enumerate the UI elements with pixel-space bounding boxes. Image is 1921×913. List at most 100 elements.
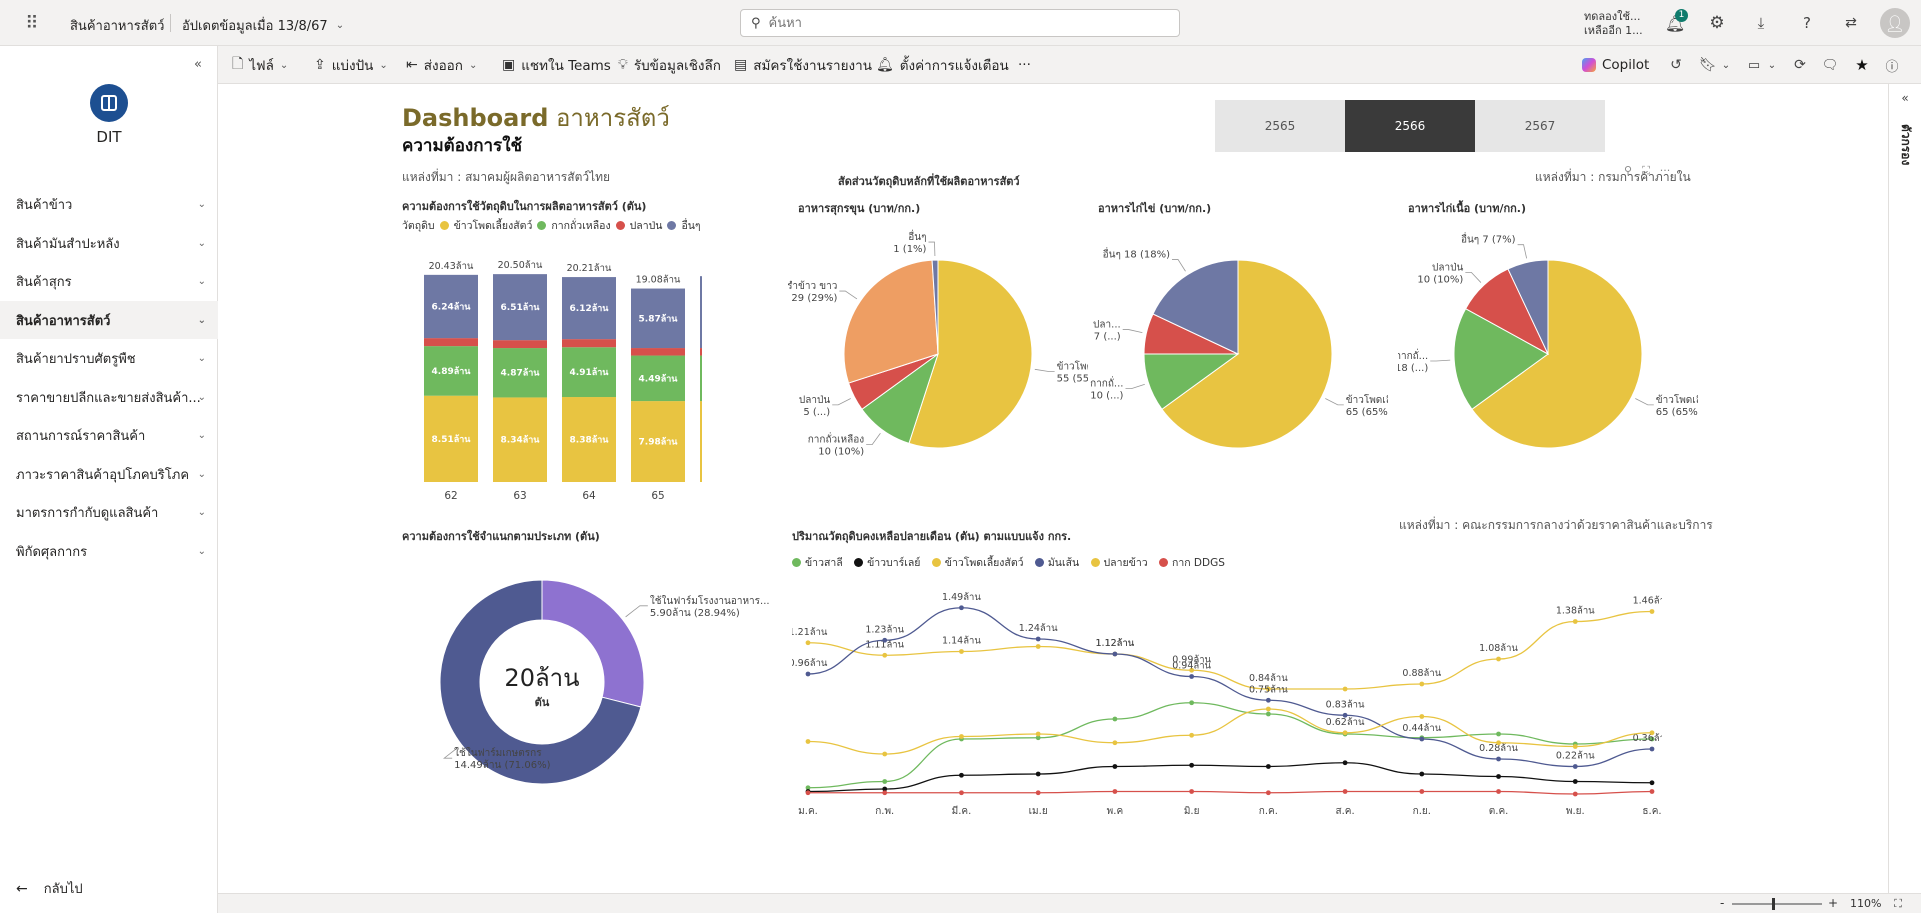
data-point [1189, 667, 1195, 673]
data-label: 1.14ล้าน [942, 636, 981, 647]
refresh-icon[interactable]: ⟳ [1794, 57, 1806, 73]
favorite-star-icon[interactable]: ★ [1855, 56, 1869, 74]
filter-icon[interactable]: ⚲ [1624, 164, 1633, 177]
legend-dot-soy [537, 221, 547, 230]
chevron-down-icon: ⌄ [379, 59, 388, 71]
focus-icon[interactable]: ⛶ [1642, 164, 1650, 177]
search-box[interactable]: ⚲ [740, 9, 1180, 37]
data-point [882, 637, 888, 643]
zoom-out-button[interactable]: - [1720, 896, 1725, 910]
pie-chart-broiler-feed[interactable]: ข้าวโพดเลี้ยงสัตว์65 (65%) กากถั่...18 (.… [1398, 224, 1698, 484]
undo-icon[interactable]: ↺ [1670, 57, 1682, 73]
data-point [882, 779, 888, 784]
sidebar-item-regulation[interactable]: มาตรการกำกับดูแลสินค้า ⌄ [0, 493, 218, 531]
fit-page-icon[interactable]: ⛶ [1894, 897, 1902, 910]
year-2566-button[interactable]: 2566 [1345, 100, 1475, 152]
leader-line [832, 398, 851, 406]
sidebar-item-pesticide[interactable]: สินค้ายาปราบศัตรูพืช ⌄ [0, 339, 218, 377]
info-icon[interactable]: ⓘ [1885, 59, 1899, 75]
comment-icon[interactable]: 🗨︎ [1821, 57, 1839, 73]
chevron-down-icon: ⌄ [197, 314, 206, 326]
zoom-in-button[interactable]: + [1828, 896, 1839, 910]
chevron-down-icon[interactable]: ⌄ [1721, 59, 1731, 71]
donut-chart-usage[interactable]: ใช้ในฟาร์มโรงงานอาหาร...5.90ล้าน (28.94%… [402, 554, 822, 814]
chevron-down-icon[interactable]: ⌄ [1767, 59, 1777, 71]
source-label-1: แหล่งที่มา : สมาคมผู้ผลิตอาหารสัตว์ไทย [402, 170, 611, 184]
data-label: 1.12ล้าน [1096, 638, 1135, 649]
update-dropdown[interactable]: อัปเดตข้อมูลเมื่อ 13/8/67 ⌄ [182, 15, 344, 36]
help-icon[interactable]: ? [1803, 14, 1811, 32]
filter-pane[interactable]: « ตัวกรอง [1888, 84, 1921, 893]
sidebar-item-rice[interactable]: สินค้าข้าว ⌄ [0, 185, 218, 223]
insights-button[interactable]: 💡︎ รับข้อมูลเชิงลึก [618, 46, 721, 84]
pie-slice [843, 259, 939, 384]
sidebar-item-swine[interactable]: สินค้าสุกร ⌄ [0, 262, 218, 300]
bookmark-icon[interactable]: 🔖︎ [1699, 57, 1717, 73]
settings-gear-icon[interactable]: ⚙ [1709, 13, 1725, 33]
trial-line-2: เหลืออีก 1... [1584, 24, 1643, 37]
stacked-bar-chart[interactable]: 8.51ล้าน 4.89ล้าน 6.24ล้าน 20.43ล้าน 62 8.34ล… [402, 234, 702, 504]
bar-segment [424, 338, 478, 347]
bell-icon: 🔔︎ [876, 57, 894, 73]
notification-badge: 1 [1675, 9, 1688, 22]
teams-chat-button[interactable]: ▣ แชทใน Teams [502, 46, 611, 84]
slice-value-label: 65 (65%) [1656, 407, 1698, 418]
pie-chart-layer-feed[interactable]: ข้าวโพดเลี้ยงสัตว์65 (65%) กากถั่...10 (.… [1088, 224, 1388, 484]
bar-segment [562, 347, 616, 398]
title-en: Dashboard [402, 104, 549, 132]
copilot-button[interactable]: Copilot [1582, 46, 1649, 84]
legend-title: วัตถุดิบ [402, 220, 435, 232]
back-button[interactable]: ← กลับไป [16, 878, 83, 899]
data-point [805, 785, 811, 791]
sidebar-item-price-situation[interactable]: สถานการณ์ราคาสินค้า ⌄ [0, 416, 218, 454]
sidebar-item-animal-feed[interactable]: สินค้าอาหารสัตว์ ⌄ [0, 301, 218, 339]
export-icon: ⇤ [406, 57, 418, 73]
data-point [959, 790, 964, 796]
leader-line [1325, 398, 1344, 406]
app-title[interactable]: สินค้าอาหารสัตว์ [70, 19, 165, 34]
line-chart-stock[interactable]: 1.21ล้าน 1.11ล้าน 1.14ล้าน 1.12ล้าน 0.99ล้าน… [792, 584, 1662, 824]
search-input[interactable] [768, 15, 1149, 31]
data-point [805, 671, 811, 677]
bar-segment-label: 6.24ล้าน [432, 301, 472, 312]
sidebar-item-tariff[interactable]: พิกัดศุลกากร ⌄ [0, 532, 218, 570]
data-label: 0.22ล้าน [1556, 751, 1595, 762]
share-feedback-icon[interactable]: ⇄ [1845, 15, 1857, 31]
expand-pane-icon[interactable]: « [1901, 91, 1909, 105]
data-point [1419, 736, 1425, 742]
collapse-nav-icon[interactable]: « [194, 56, 202, 72]
x-tick-label: 64 [582, 490, 596, 502]
bar-segment [631, 348, 685, 356]
dashboard-icon [101, 95, 117, 111]
sidebar-item-retail-prices[interactable]: ราคาขายปลีกและขายส่งสินค้า... ⌄ [0, 378, 218, 416]
file-menu[interactable]: 🗋︎ ไฟล์ ⌄ [232, 46, 288, 84]
app-launcher-icon[interactable]: ⠿ [25, 12, 39, 34]
user-avatar[interactable]: 👤︎ [1880, 8, 1910, 38]
update-label: อัปเดตข้อมูลเมื่อ 13/8/67 [182, 19, 328, 34]
view-icon[interactable]: ▭ [1747, 57, 1761, 73]
data-point [1112, 789, 1118, 794]
more-icon[interactable]: ··· [1659, 164, 1671, 177]
zoom-slider-thumb[interactable] [1772, 898, 1775, 910]
slice-label: อื่นๆ 18 (18%) [1103, 246, 1170, 260]
year-2565-button[interactable]: 2565 [1215, 100, 1345, 152]
sidebar-item-cassava[interactable]: สินค้ามันสำปะหลัง ⌄ [0, 224, 218, 262]
year-2567-button[interactable]: 2567 [1475, 100, 1605, 152]
alerts-button[interactable]: 🔔︎ ตั้งค่าการแจ้งเตือน [876, 46, 1009, 84]
bar-segment [631, 355, 685, 402]
more-options-button[interactable]: ··· [1018, 57, 1031, 73]
legend-dot-cassava [1034, 558, 1044, 567]
download-icon[interactable]: ⤓ [1757, 14, 1765, 32]
x-tick-label: มิ.ย [1184, 806, 1200, 817]
data-point [1189, 789, 1195, 794]
trial-status[interactable]: ทดลองใช้... เหลืออีก 1... [1584, 10, 1643, 38]
export-menu[interactable]: ⇤ ส่งออก ⌄ [406, 46, 477, 84]
pie-chart-swine-feed[interactable]: ข้าวโพดเลี้ยงส...55 (55%) กากถั่วเหลือง10… [788, 224, 1088, 484]
subscribe-button[interactable]: ▤ สมัครใช้งานรายงาน [734, 46, 872, 84]
bar-segment [562, 397, 616, 482]
slice-label: กากถั่... [1398, 348, 1428, 362]
zoom-slider[interactable] [1732, 898, 1822, 910]
share-menu[interactable]: ⇪ แบ่งปัน ⌄ [314, 46, 388, 84]
sidebar-item-consumer-prices[interactable]: ภาวะราคาสินค้าอุปโภคบริโภค ⌄ [0, 455, 218, 493]
slice-label: ปลาป่น [799, 395, 830, 406]
